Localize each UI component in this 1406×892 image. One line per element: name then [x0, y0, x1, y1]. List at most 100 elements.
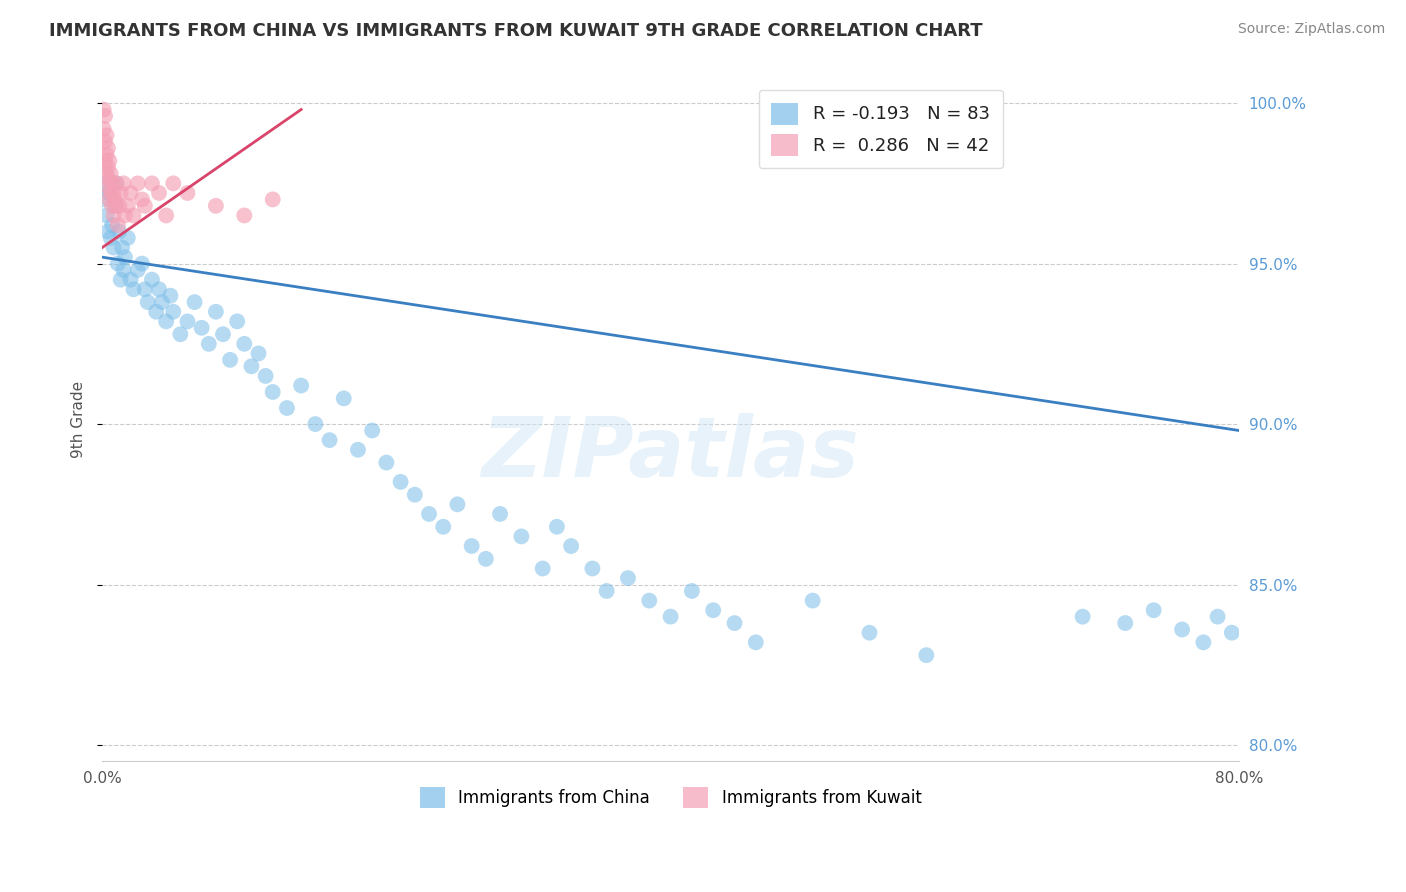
Point — [103, 209, 125, 223]
Point — [1220, 625, 1243, 640]
Point — [94, 177, 117, 191]
Y-axis label: 9th Grade: 9th Grade — [72, 381, 86, 458]
Point — [97, 225, 120, 239]
Point — [100, 186, 122, 200]
Point — [107, 257, 129, 271]
Point — [595, 584, 617, 599]
Point — [205, 199, 228, 213]
Point — [432, 520, 454, 534]
Point — [114, 209, 136, 223]
Point — [745, 635, 768, 649]
Point — [101, 218, 124, 232]
Point — [105, 199, 128, 213]
Point — [112, 177, 135, 191]
Point — [233, 209, 256, 223]
Point — [100, 231, 122, 245]
Point — [93, 121, 115, 136]
Point — [361, 424, 384, 438]
Point — [148, 282, 170, 296]
Point — [262, 384, 284, 399]
Point — [98, 193, 121, 207]
Point — [120, 273, 142, 287]
Point — [103, 186, 125, 200]
Point — [94, 109, 117, 123]
Point — [141, 177, 163, 191]
Point — [155, 209, 177, 223]
Point — [93, 103, 115, 117]
Point — [97, 179, 120, 194]
Point — [159, 288, 181, 302]
Point — [262, 193, 284, 207]
Point — [110, 273, 132, 287]
Point — [290, 378, 312, 392]
Point — [110, 186, 132, 200]
Point — [858, 625, 880, 640]
Point — [104, 193, 127, 207]
Point — [176, 186, 198, 200]
Point — [120, 186, 142, 200]
Point — [510, 529, 533, 543]
Point — [190, 320, 212, 334]
Point — [131, 193, 153, 207]
Point — [176, 314, 198, 328]
Point — [617, 571, 640, 585]
Point — [254, 368, 277, 383]
Point — [122, 209, 145, 223]
Point — [418, 507, 440, 521]
Text: IMMIGRANTS FROM CHINA VS IMMIGRANTS FROM KUWAIT 9TH GRADE CORRELATION CHART: IMMIGRANTS FROM CHINA VS IMMIGRANTS FROM… — [49, 22, 983, 40]
Point — [1143, 603, 1166, 617]
Point — [96, 147, 118, 161]
Point — [915, 648, 938, 662]
Point — [117, 231, 139, 245]
Point — [475, 552, 498, 566]
Point — [1114, 616, 1136, 631]
Point — [638, 593, 661, 607]
Text: Source: ZipAtlas.com: Source: ZipAtlas.com — [1237, 22, 1385, 37]
Point — [136, 295, 159, 310]
Point — [107, 218, 129, 232]
Legend: Immigrants from China, Immigrants from Kuwait: Immigrants from China, Immigrants from K… — [413, 780, 928, 814]
Point — [1192, 635, 1215, 649]
Point — [114, 250, 136, 264]
Point — [150, 295, 173, 310]
Point — [240, 359, 263, 374]
Point — [101, 177, 124, 191]
Point — [723, 616, 745, 631]
Point — [94, 153, 117, 168]
Point — [659, 609, 682, 624]
Point — [148, 186, 170, 200]
Point — [96, 209, 118, 223]
Point — [97, 161, 120, 175]
Point — [276, 401, 298, 415]
Point — [247, 346, 270, 360]
Point — [111, 241, 134, 255]
Point — [197, 336, 219, 351]
Point — [103, 241, 125, 255]
Point — [183, 295, 205, 310]
Point — [389, 475, 412, 489]
Point — [219, 352, 242, 367]
Point — [100, 167, 122, 181]
Point — [108, 225, 131, 239]
Point — [117, 199, 139, 213]
Point — [702, 603, 724, 617]
Point — [233, 336, 256, 351]
Point — [93, 193, 115, 207]
Point — [104, 199, 127, 213]
Point — [546, 520, 568, 534]
Point — [404, 488, 426, 502]
Point — [531, 561, 554, 575]
Point — [134, 199, 156, 213]
Point — [127, 177, 149, 191]
Point — [304, 417, 326, 431]
Point — [347, 442, 370, 457]
Point — [226, 314, 249, 328]
Point — [489, 507, 512, 521]
Point — [105, 177, 128, 191]
Point — [212, 327, 235, 342]
Point — [162, 177, 184, 191]
Point — [101, 199, 124, 213]
Point — [460, 539, 482, 553]
Point — [318, 433, 340, 447]
Point — [127, 263, 149, 277]
